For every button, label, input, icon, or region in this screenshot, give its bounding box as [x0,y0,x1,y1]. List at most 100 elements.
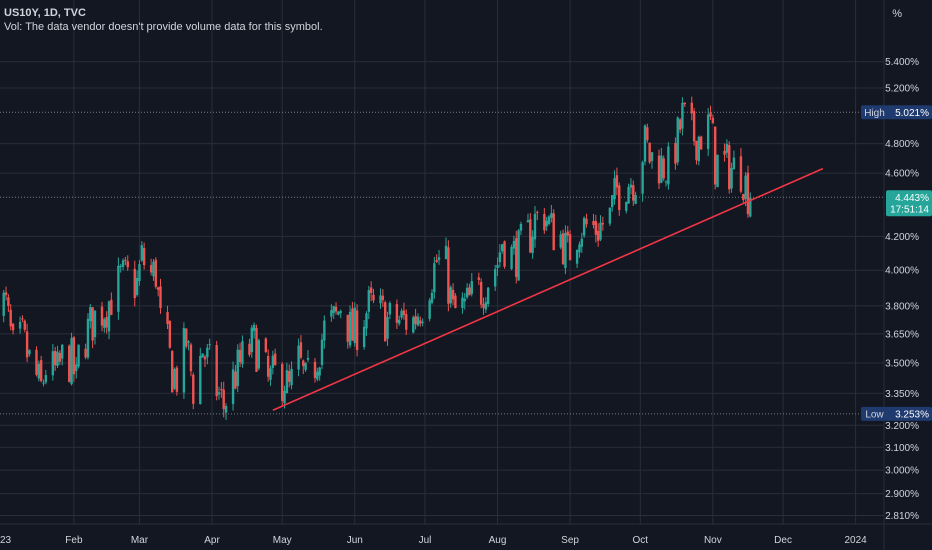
time-tick-label: Nov [704,535,722,546]
candle-body [674,143,677,164]
candle-body [156,287,160,290]
candle-body [369,287,373,294]
candle-body [470,281,473,294]
candle-body [302,360,305,367]
candle-body [421,321,424,323]
candle-body [662,158,665,179]
candle-body [501,244,504,252]
candle-body [695,140,698,161]
candle-body [531,236,534,254]
candle-body [318,367,321,376]
candle-body [304,362,307,370]
candle-body [447,247,450,304]
candle-body [255,327,258,372]
candle-body [168,320,172,348]
candle-body [100,306,104,326]
candle-body [316,371,319,380]
candle-body [281,364,284,401]
candle-body [351,308,354,341]
candle-body [323,320,326,341]
price-tick-label: 2.900% [885,489,919,500]
candle-body [723,150,726,155]
candle-body [53,351,57,366]
candle-body [283,390,286,404]
candle-body [39,360,43,382]
candle-body [238,350,242,363]
candle-body [23,320,26,330]
candle-body [498,252,502,263]
candle-body [173,369,176,389]
candle-body [217,392,221,395]
candle-body [121,260,125,267]
candle-body [437,257,441,261]
price-axis[interactable]: 5.400% 5.200% 4.800% 4.600% 4.200% 4.000% 3.80… [885,57,919,522]
price-tick-label: 3.000% [885,466,919,477]
candle-body [2,292,5,316]
candle-body [7,297,10,307]
volume-note: Vol: The data vendor doesn't provide vol… [4,21,323,33]
candle-body [224,406,228,413]
candle-body [138,264,141,282]
candle-body [171,350,174,393]
candle-body [559,234,562,248]
candle-body [175,367,179,392]
candle-body [416,316,420,326]
time-tick-label: Aug [489,535,507,546]
candle-body [650,152,654,161]
candle-body [313,361,317,378]
candle-body [596,230,600,241]
price-tick-label: 3.100% [885,443,919,454]
candle-body [383,302,387,342]
high-label-box [861,105,888,120]
candle-body [601,223,605,225]
high-value-box [886,105,932,120]
candle-body [493,269,497,287]
candle-body [51,351,55,376]
candle-body [75,364,78,371]
time-tick-label: Dec [774,535,792,546]
chart-legend: US10Y, 1D, TVC Vol: The data vendor does… [4,6,323,34]
time-tick-label: Jul [419,535,432,546]
candle-body [580,238,583,247]
candle-body [18,321,22,329]
candle-body [496,264,499,269]
candle-body [657,155,661,184]
candle-body [510,246,513,270]
candle-body [468,287,471,296]
candle-body [201,353,204,358]
price-axis-unit[interactable]: % [892,8,902,20]
candle-body [613,178,616,200]
candle-body [561,233,565,265]
candle-body [400,310,403,318]
candle-body [742,194,745,200]
low-label: Low [865,409,884,420]
candle-body [381,295,385,301]
candle-body [461,297,464,308]
trendline-layer[interactable] [272,167,824,411]
candle-body [257,340,261,369]
candle-body [182,327,186,393]
symbol-title[interactable]: US10Y, 1D, TVC [4,7,86,19]
candle-body [379,295,382,304]
candle-body [72,337,76,375]
candle-body [222,389,225,410]
candle-body [362,326,366,348]
candle-body [271,355,275,368]
candle-body [477,277,481,280]
trendline [272,167,824,411]
reference-lines [0,111,884,415]
time-tick-label: Apr [204,535,220,546]
candle-body [299,342,303,358]
candle-body [412,317,415,333]
candle-body [463,298,466,302]
candle-body [676,117,679,163]
time-axis[interactable]: 23 Feb Mar Apr May Jun Jul Aug Sep Oct Nov Dec 2024 [0,535,867,546]
time-tick-label: Sep [561,535,579,546]
price-tick-label: 3.200% [885,421,919,432]
candle-body [264,338,268,353]
candle-body [660,155,663,183]
candle-body [266,356,270,377]
candle-body [297,345,300,370]
